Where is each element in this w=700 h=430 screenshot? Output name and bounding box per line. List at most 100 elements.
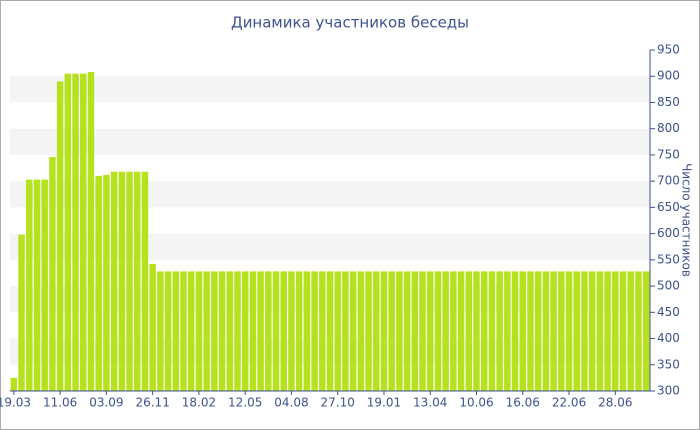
bar xyxy=(95,175,102,391)
bar xyxy=(164,271,172,391)
y-axis-label: Число участников xyxy=(680,163,694,277)
bar xyxy=(141,171,149,391)
bar xyxy=(18,234,25,391)
bar xyxy=(203,271,210,391)
y-tick-label: 950 xyxy=(657,43,680,57)
bar xyxy=(149,264,156,391)
bar xyxy=(619,271,627,391)
bar xyxy=(33,179,41,391)
x-tick-label: 22.06 xyxy=(552,396,586,410)
bar xyxy=(326,271,334,391)
bar xyxy=(187,271,195,391)
bar xyxy=(218,271,226,391)
bar xyxy=(558,271,565,391)
x-tick-label: 11.06 xyxy=(43,396,77,410)
bar xyxy=(519,271,527,391)
bar xyxy=(319,271,326,391)
bar xyxy=(103,174,110,391)
x-tick-label: 19.03 xyxy=(0,396,31,410)
bar xyxy=(195,271,203,391)
bar xyxy=(496,271,503,391)
y-tick-label: 450 xyxy=(657,305,680,319)
y-tick-label: 700 xyxy=(657,174,680,188)
bar xyxy=(442,271,449,391)
bar xyxy=(303,271,311,391)
bar xyxy=(288,271,295,391)
x-tick-label: 28.06 xyxy=(598,396,632,410)
bar xyxy=(627,271,634,391)
y-tick-label: 550 xyxy=(657,252,680,266)
bar xyxy=(172,271,180,391)
y-tick-label: 900 xyxy=(657,69,680,83)
bar xyxy=(511,271,519,391)
bar xyxy=(565,271,573,391)
bar xyxy=(241,271,249,391)
bar xyxy=(573,271,580,391)
y-tick-label: 350 xyxy=(657,357,680,371)
x-tick-label: 13.04 xyxy=(413,396,447,410)
bar xyxy=(265,271,272,391)
bar xyxy=(64,73,72,391)
y-tick-label: 850 xyxy=(657,95,680,109)
y-tick-label: 500 xyxy=(657,279,680,293)
bar xyxy=(534,271,542,391)
x-tick-label: 12.05 xyxy=(228,396,262,410)
bar xyxy=(295,271,303,391)
bar xyxy=(635,271,642,391)
bar xyxy=(427,271,434,391)
x-tick-label: 10.06 xyxy=(459,396,493,410)
bar xyxy=(612,271,619,391)
bar xyxy=(588,271,596,391)
bar xyxy=(365,271,372,391)
bar xyxy=(527,271,534,391)
bar xyxy=(249,271,257,391)
bar xyxy=(411,271,419,391)
bar xyxy=(434,271,442,391)
chart-title: Динамика участников беседы xyxy=(231,14,469,32)
y-tick-label: 800 xyxy=(657,121,680,135)
bar xyxy=(334,271,341,391)
bar xyxy=(380,271,388,391)
y-tick-label: 300 xyxy=(657,384,680,398)
bar xyxy=(49,157,56,391)
x-tick-label: 04.08 xyxy=(274,396,308,410)
bar xyxy=(373,271,380,391)
bar xyxy=(180,271,187,391)
bar xyxy=(126,171,133,391)
y-tick-label: 650 xyxy=(657,200,680,214)
bar xyxy=(272,271,280,391)
bar xyxy=(110,171,118,391)
bar xyxy=(87,72,95,391)
bar xyxy=(465,271,473,391)
bar xyxy=(550,271,557,391)
bar xyxy=(257,271,264,391)
x-tick-label: 16.06 xyxy=(506,396,540,410)
y-tick-label: 750 xyxy=(657,147,680,161)
bar xyxy=(581,271,588,391)
bar xyxy=(642,271,650,391)
bar xyxy=(342,271,349,391)
bar xyxy=(80,73,87,391)
bar xyxy=(41,179,48,391)
grid-band xyxy=(10,76,650,103)
x-tick-label: 19.01 xyxy=(367,396,401,410)
bar xyxy=(56,81,64,391)
bar xyxy=(157,271,164,391)
bar xyxy=(72,73,79,391)
bar xyxy=(357,271,365,391)
bar xyxy=(480,271,488,391)
bar xyxy=(10,377,18,391)
bar xyxy=(450,271,457,391)
x-tick-label: 03.09 xyxy=(89,396,123,410)
y-tick-label: 400 xyxy=(657,331,680,345)
bar xyxy=(488,271,496,391)
bar xyxy=(349,271,357,391)
x-tick-label: 27.10 xyxy=(321,396,355,410)
bar xyxy=(133,171,141,391)
bar xyxy=(211,271,218,391)
bar xyxy=(26,179,33,391)
bar xyxy=(596,271,604,391)
x-tick-label: 18.02 xyxy=(182,396,216,410)
bar xyxy=(226,271,233,391)
